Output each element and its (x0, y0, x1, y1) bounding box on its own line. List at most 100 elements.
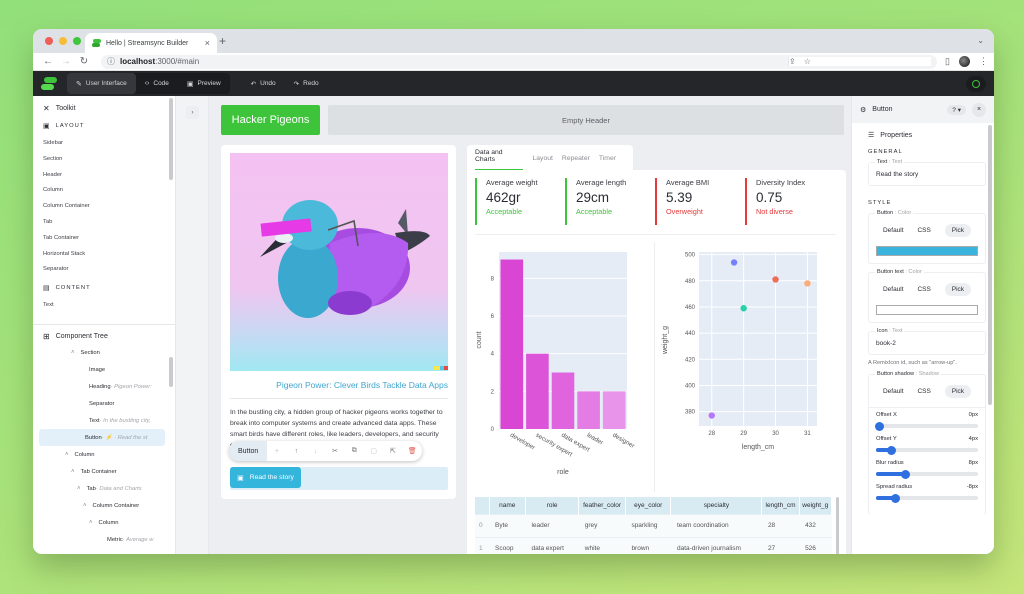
tab-list-chevron-icon[interactable]: ⌄ (977, 36, 984, 45)
icon-field[interactable]: Icon : Text book-2 (868, 328, 986, 355)
toolkit-item-sidebar[interactable]: Sidebar (43, 140, 63, 146)
bar[interactable] (602, 391, 626, 429)
color-pick-option[interactable]: Pick (944, 223, 972, 237)
tree-node-column-container[interactable]: ˄ Column Container (43, 497, 165, 514)
tree-node-tab[interactable]: ˄ Tab · Data and Charts (43, 480, 165, 497)
tab-repeater[interactable]: Repeater (561, 155, 590, 162)
collapse-caret-icon[interactable]: ˄ (65, 451, 69, 458)
collapse-caret-icon[interactable]: ˄ (71, 468, 75, 475)
color-default-option[interactable]: Default (882, 226, 904, 234)
add-icon[interactable]: + (274, 447, 279, 455)
collapse-caret-icon[interactable]: ˄ (71, 349, 75, 356)
slider-handle[interactable] (900, 469, 910, 479)
color-pick-option[interactable]: Pick (944, 282, 972, 296)
scatter-point[interactable] (730, 259, 738, 266)
go-to-parent-icon[interactable]: ⇱ (390, 448, 396, 455)
browser-menu-icon[interactable]: ⋮ (979, 56, 988, 66)
sync-status-button[interactable] (966, 75, 986, 92)
forward-arrow-icon[interactable]: → (61, 56, 71, 67)
toolkit-item-separator[interactable]: Separator (43, 266, 69, 273)
toolkit-item-header[interactable]: Header (43, 171, 63, 178)
minimize-window-button[interactable] (59, 37, 67, 45)
column-header[interactable]: specialty (670, 497, 763, 514)
toolkit-item-tab-container[interactable]: Tab Container (43, 234, 80, 241)
toolkit-item-horizontal-stack[interactable]: Horizontal Stack (43, 250, 86, 257)
text-field[interactable]: Text : Text Read the story (868, 159, 986, 186)
slider-track[interactable] (876, 445, 978, 455)
settings-scrollbar[interactable] (988, 125, 992, 405)
mode-preview[interactable]: ▣ Preview (178, 73, 230, 94)
profile-avatar[interactable] (959, 56, 970, 67)
close-window-button[interactable] (45, 37, 53, 45)
close-tab-icon[interactable]: × (204, 38, 210, 48)
reload-icon[interactable]: ↻ (79, 56, 89, 67)
header-hacker-pigeons[interactable]: Hacker Pigeons (221, 105, 320, 135)
new-tab-icon[interactable]: + (219, 34, 227, 48)
maximize-window-button[interactable] (73, 37, 81, 45)
toolkit-item-column[interactable]: Column (43, 187, 63, 194)
slider-handle[interactable] (891, 493, 901, 503)
url-input[interactable]: ⓘ localhost :3000/#main ⇪☆ (101, 54, 938, 69)
column-header[interactable]: weight_g (799, 497, 833, 514)
scatter-point[interactable] (708, 412, 715, 419)
tree-node-button[interactable]: Button · ⚡ · Read the st (39, 429, 165, 446)
tree-node-section[interactable]: ˄ Section (43, 344, 165, 361)
bar[interactable] (551, 372, 575, 429)
copy-icon[interactable]: ⧉ (351, 447, 357, 454)
color-default-option[interactable]: Default (882, 285, 904, 293)
mode-code[interactable]: ‹› Code (136, 73, 178, 94)
cut-icon[interactable]: ✂ (332, 448, 338, 455)
article-heading[interactable]: Pigeon Power: Clever Birds Tackle Data A… (276, 380, 448, 390)
tree-node-separator[interactable]: Separator (43, 395, 165, 412)
tree-scrollbar[interactable] (169, 357, 173, 387)
move-up-icon[interactable]: ↑ (294, 447, 299, 455)
button-text-color-swatch[interactable] (876, 305, 978, 315)
toolkit-scrollbar[interactable] (169, 98, 173, 180)
slider-handle[interactable] (875, 421, 885, 431)
slider-track[interactable] (876, 469, 978, 479)
color-css-option[interactable]: CSS (917, 285, 931, 293)
tree-node-tab-container[interactable]: ˄ Tab Container (43, 463, 165, 480)
tree-node-heading[interactable]: Heading · Pigeon Power: (43, 378, 165, 395)
share-star-icons[interactable]: ⇪☆ (788, 57, 932, 66)
pigeon-image[interactable] (230, 153, 448, 371)
close-settings-icon[interactable]: × (972, 102, 986, 117)
toolkit-item-tab[interactable]: Tab (43, 218, 53, 225)
shadow-css-option[interactable]: CSS (917, 387, 931, 395)
expand-sidebar-chevron-icon[interactable]: › (186, 106, 199, 119)
collapse-caret-icon[interactable]: ˄ (89, 519, 93, 526)
column-header[interactable] (475, 497, 490, 514)
tree-node-metric[interactable]: Metric · Average w (43, 531, 165, 548)
column-header[interactable]: length_cm (761, 497, 800, 514)
metric-diversity-index[interactable]: Diversity Index 0.75 Not diverse (745, 178, 835, 225)
read-the-story-button[interactable]: ▣ Read the story (230, 467, 301, 488)
undo-button[interactable]: ↶ Undo (242, 73, 285, 94)
tree-node-column[interactable]: ˄ Column (43, 514, 165, 531)
tab-layout[interactable]: Layout (532, 155, 553, 162)
section-card[interactable]: Pigeon Power: Clever Birds Tackle Data A… (221, 145, 456, 499)
back-arrow-icon[interactable]: ← (43, 56, 53, 67)
table-scrollbar[interactable] (836, 497, 839, 554)
bar[interactable] (577, 391, 600, 429)
length-weight-scatter-chart[interactable]: 380 400 420 440 460 480 500 28 29 30 31 length_cm we… (655, 240, 845, 490)
shadow-default-option[interactable]: Default (882, 387, 904, 395)
help-dropdown-button[interactable]: ? ▾ (947, 104, 966, 115)
column-header[interactable]: name (489, 497, 526, 514)
column-header[interactable]: eye_color (625, 497, 672, 514)
paste-icon[interactable]: ▢ (370, 448, 377, 455)
tab-timer[interactable]: Timer (598, 155, 616, 162)
metric-average-length[interactable]: Average length 29cm Acceptable (565, 178, 655, 225)
tree-node-text[interactable]: Text · In the bustling city, (43, 412, 165, 429)
toolkit-item-column-container[interactable]: Column Container (43, 203, 90, 210)
scatter-point[interactable] (740, 305, 747, 312)
move-down-icon[interactable]: ↓ (313, 447, 318, 455)
empty-header[interactable]: Empty Header (328, 105, 844, 135)
toolkit-item-section[interactable]: Section (43, 155, 63, 162)
redo-button[interactable]: ↷ Redo (285, 73, 328, 94)
slider-track[interactable] (875, 421, 978, 431)
column-header[interactable]: role (525, 497, 580, 514)
scatter-point[interactable] (804, 280, 811, 287)
text-field-value[interactable]: Read the story (876, 171, 919, 178)
collapse-caret-icon[interactable]: ˄ (83, 502, 87, 509)
